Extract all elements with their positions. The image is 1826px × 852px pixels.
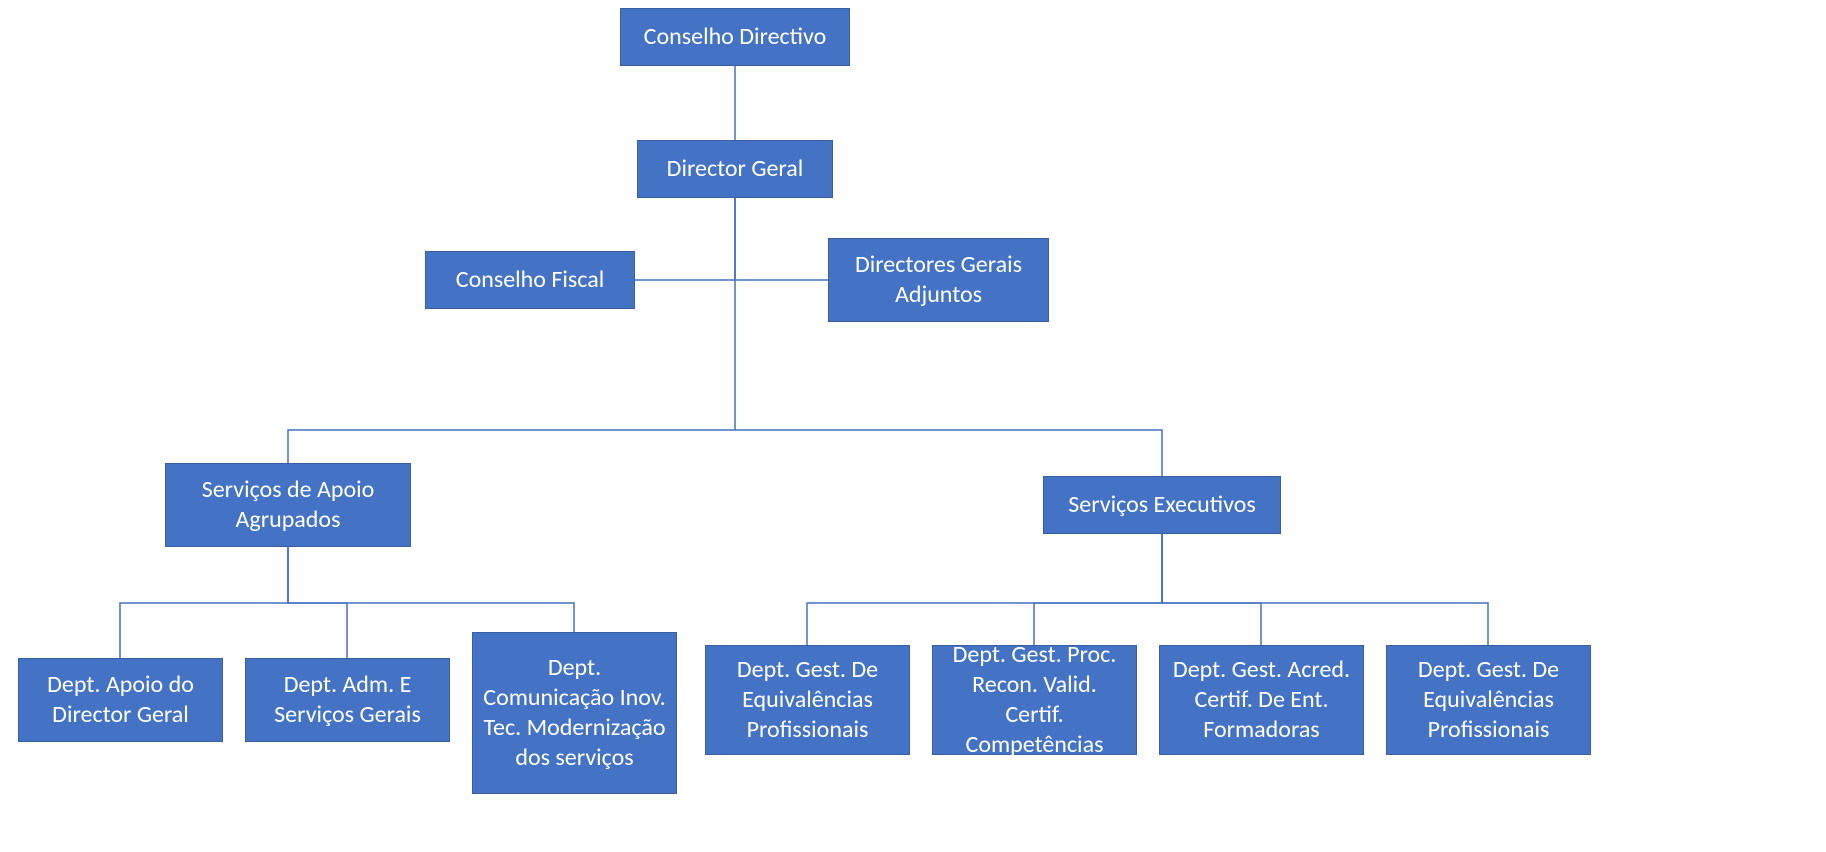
node-dept-equiv-1: Dept. Gest. De Equivalências Profissiona… <box>705 645 910 755</box>
node-conselho-fiscal: Conselho Fiscal <box>425 251 635 309</box>
node-servicos-apoio: Serviços de Apoio Agrupados <box>165 463 411 547</box>
org-chart-canvas: Conselho Directivo Director Geral Consel… <box>0 0 1826 852</box>
node-director-geral: Director Geral <box>637 140 833 198</box>
node-directores-adjuntos: Directores Gerais Adjuntos <box>828 238 1049 322</box>
node-servicos-executivos: Serviços Executivos <box>1043 476 1281 534</box>
node-dept-proc-recon: Dept. Gest. Proc. Recon. Valid. Certif. … <box>932 645 1137 755</box>
node-dept-comunicacao: Dept. Comunicação Inov. Tec. Modernizaçã… <box>472 632 677 794</box>
node-dept-acred: Dept. Gest. Acred. Certif. De Ent. Forma… <box>1159 645 1364 755</box>
node-conselho-directivo: Conselho Directivo <box>620 8 850 66</box>
node-dept-equiv-2: Dept. Gest. De Equivalências Profissiona… <box>1386 645 1591 755</box>
node-dept-adm-sg: Dept. Adm. E Serviços Gerais <box>245 658 450 742</box>
node-dept-apoio-dg: Dept. Apoio do Director Geral <box>18 658 223 742</box>
